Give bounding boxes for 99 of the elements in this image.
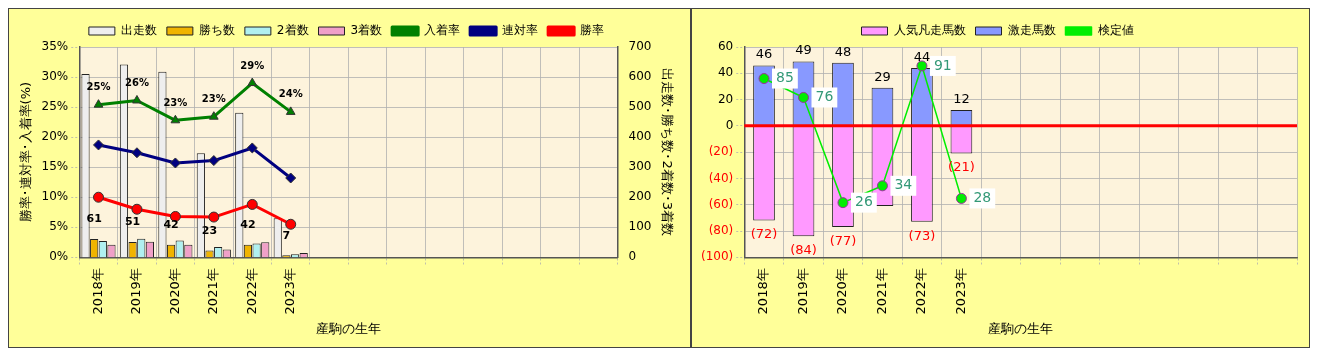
point <box>285 106 296 115</box>
x-tick-label: 2023年 <box>952 268 968 315</box>
x-tick-label: 2021年 <box>873 268 889 315</box>
y2-axis-title: 出走数･勝ち数･2着数･3着数 <box>659 68 675 236</box>
x-tick-label: 2019年 <box>794 268 810 315</box>
legend-label: 入着率 <box>424 23 461 38</box>
point <box>916 60 928 72</box>
legend-label: 勝ち数 <box>198 23 235 38</box>
point <box>955 192 967 204</box>
legend-label: 3着数 <box>350 23 383 38</box>
legend-label: 連対率 <box>502 23 539 38</box>
point <box>837 197 849 209</box>
legend-label: 検定値 <box>1097 23 1134 38</box>
x-tick-label: 2019年 <box>128 268 144 315</box>
legend-label: 2着数 <box>276 23 309 38</box>
point <box>169 157 181 169</box>
y2-tick-label: 100 <box>628 219 652 234</box>
data-label: 76 <box>815 88 834 105</box>
data-label: 25% <box>86 81 111 93</box>
data-label: 61 <box>86 212 102 226</box>
point <box>247 77 258 87</box>
y-tick-label: 20 <box>717 91 734 106</box>
data-label: 26 <box>854 193 873 210</box>
data-label: 42 <box>163 218 179 232</box>
y-tick-label: 40 <box>717 65 734 80</box>
legend-label: 勝率 <box>580 23 605 38</box>
y2-tick-label: 300 <box>628 159 652 174</box>
y2-tick-label: 200 <box>628 189 652 204</box>
point <box>758 73 770 85</box>
point <box>797 91 809 103</box>
data-label: 85 <box>776 69 794 86</box>
data-label: (72) <box>750 226 778 242</box>
data-label: 24% <box>278 88 303 100</box>
data-label: 48 <box>834 43 852 59</box>
x-tick-label: 2018年 <box>755 268 771 315</box>
legend-label: 人気凡走馬数 <box>893 23 966 38</box>
y-tick-label: 20% <box>41 129 69 144</box>
x-axis-title: 産駒の生年 <box>988 320 1054 336</box>
x-axis-title: 産駒の生年 <box>315 320 381 336</box>
data-label: 23% <box>201 93 226 105</box>
x-tick-label: 2023年 <box>282 268 298 315</box>
data-label: 7 <box>282 228 291 242</box>
data-label: 91 <box>933 56 952 73</box>
data-label: 44 <box>913 48 931 64</box>
data-label: 29% <box>240 59 265 71</box>
x-tick-label: 2022年 <box>243 268 259 315</box>
point <box>131 147 143 159</box>
y-tick-label: 15% <box>41 159 69 174</box>
point <box>93 99 104 108</box>
y-tick-label: 60 <box>717 39 734 54</box>
point <box>285 218 297 230</box>
y-axis-title: 勝率･連対率･入着率(%) <box>18 81 34 223</box>
y-tick-label: (100) <box>700 249 734 264</box>
x-tick-label: 2018年 <box>89 268 105 315</box>
y-tick-label: (20) <box>708 144 734 159</box>
x-tick-label: 2021年 <box>205 268 221 315</box>
data-label: (77) <box>829 232 857 248</box>
data-label: 46 <box>755 46 773 62</box>
point <box>131 203 143 215</box>
y2-tick-label: 700 <box>628 39 652 54</box>
point <box>876 180 888 192</box>
point <box>92 191 104 203</box>
y2-tick-label: 500 <box>628 99 652 114</box>
point <box>132 94 142 104</box>
data-label: 49 <box>795 42 812 58</box>
data-label: 12 <box>953 90 970 106</box>
data-label: 28 <box>973 189 992 206</box>
point <box>92 139 104 151</box>
y-tick-label: 10% <box>41 189 69 204</box>
legend-label: 出走数 <box>120 23 157 38</box>
y-tick-label: (40) <box>708 170 734 185</box>
data-label: (84) <box>790 242 817 258</box>
data-label: 42 <box>240 218 256 232</box>
data-label: 23% <box>163 96 188 108</box>
y-tick-label: 35% <box>41 39 69 54</box>
data-label: 34 <box>894 176 913 193</box>
y-tick-label: (80) <box>708 223 734 238</box>
y-tick-label: 25% <box>41 99 69 114</box>
point <box>209 111 219 120</box>
point <box>208 211 220 223</box>
x-tick-label: 2020年 <box>834 268 850 315</box>
point <box>246 142 258 154</box>
y-tick-label: 5% <box>49 219 69 234</box>
data-label: (73) <box>908 227 936 243</box>
point <box>170 114 181 124</box>
data-label: 29 <box>874 68 891 84</box>
point <box>285 172 297 184</box>
y2-tick-label: 600 <box>628 69 652 84</box>
y-tick-label: (60) <box>708 196 734 211</box>
y-tick-label: 0 <box>725 117 734 132</box>
y2-tick-label: 400 <box>628 129 652 144</box>
legend-label: 激走馬数 <box>1007 23 1056 38</box>
y-tick-label: 0% <box>49 249 69 264</box>
y2-tick-label: 0 <box>628 249 637 264</box>
point <box>208 155 220 167</box>
x-tick-label: 2020年 <box>166 268 182 315</box>
y-tick-label: 30% <box>41 69 69 84</box>
x-tick-label: 2022年 <box>913 268 929 315</box>
point <box>246 198 258 210</box>
